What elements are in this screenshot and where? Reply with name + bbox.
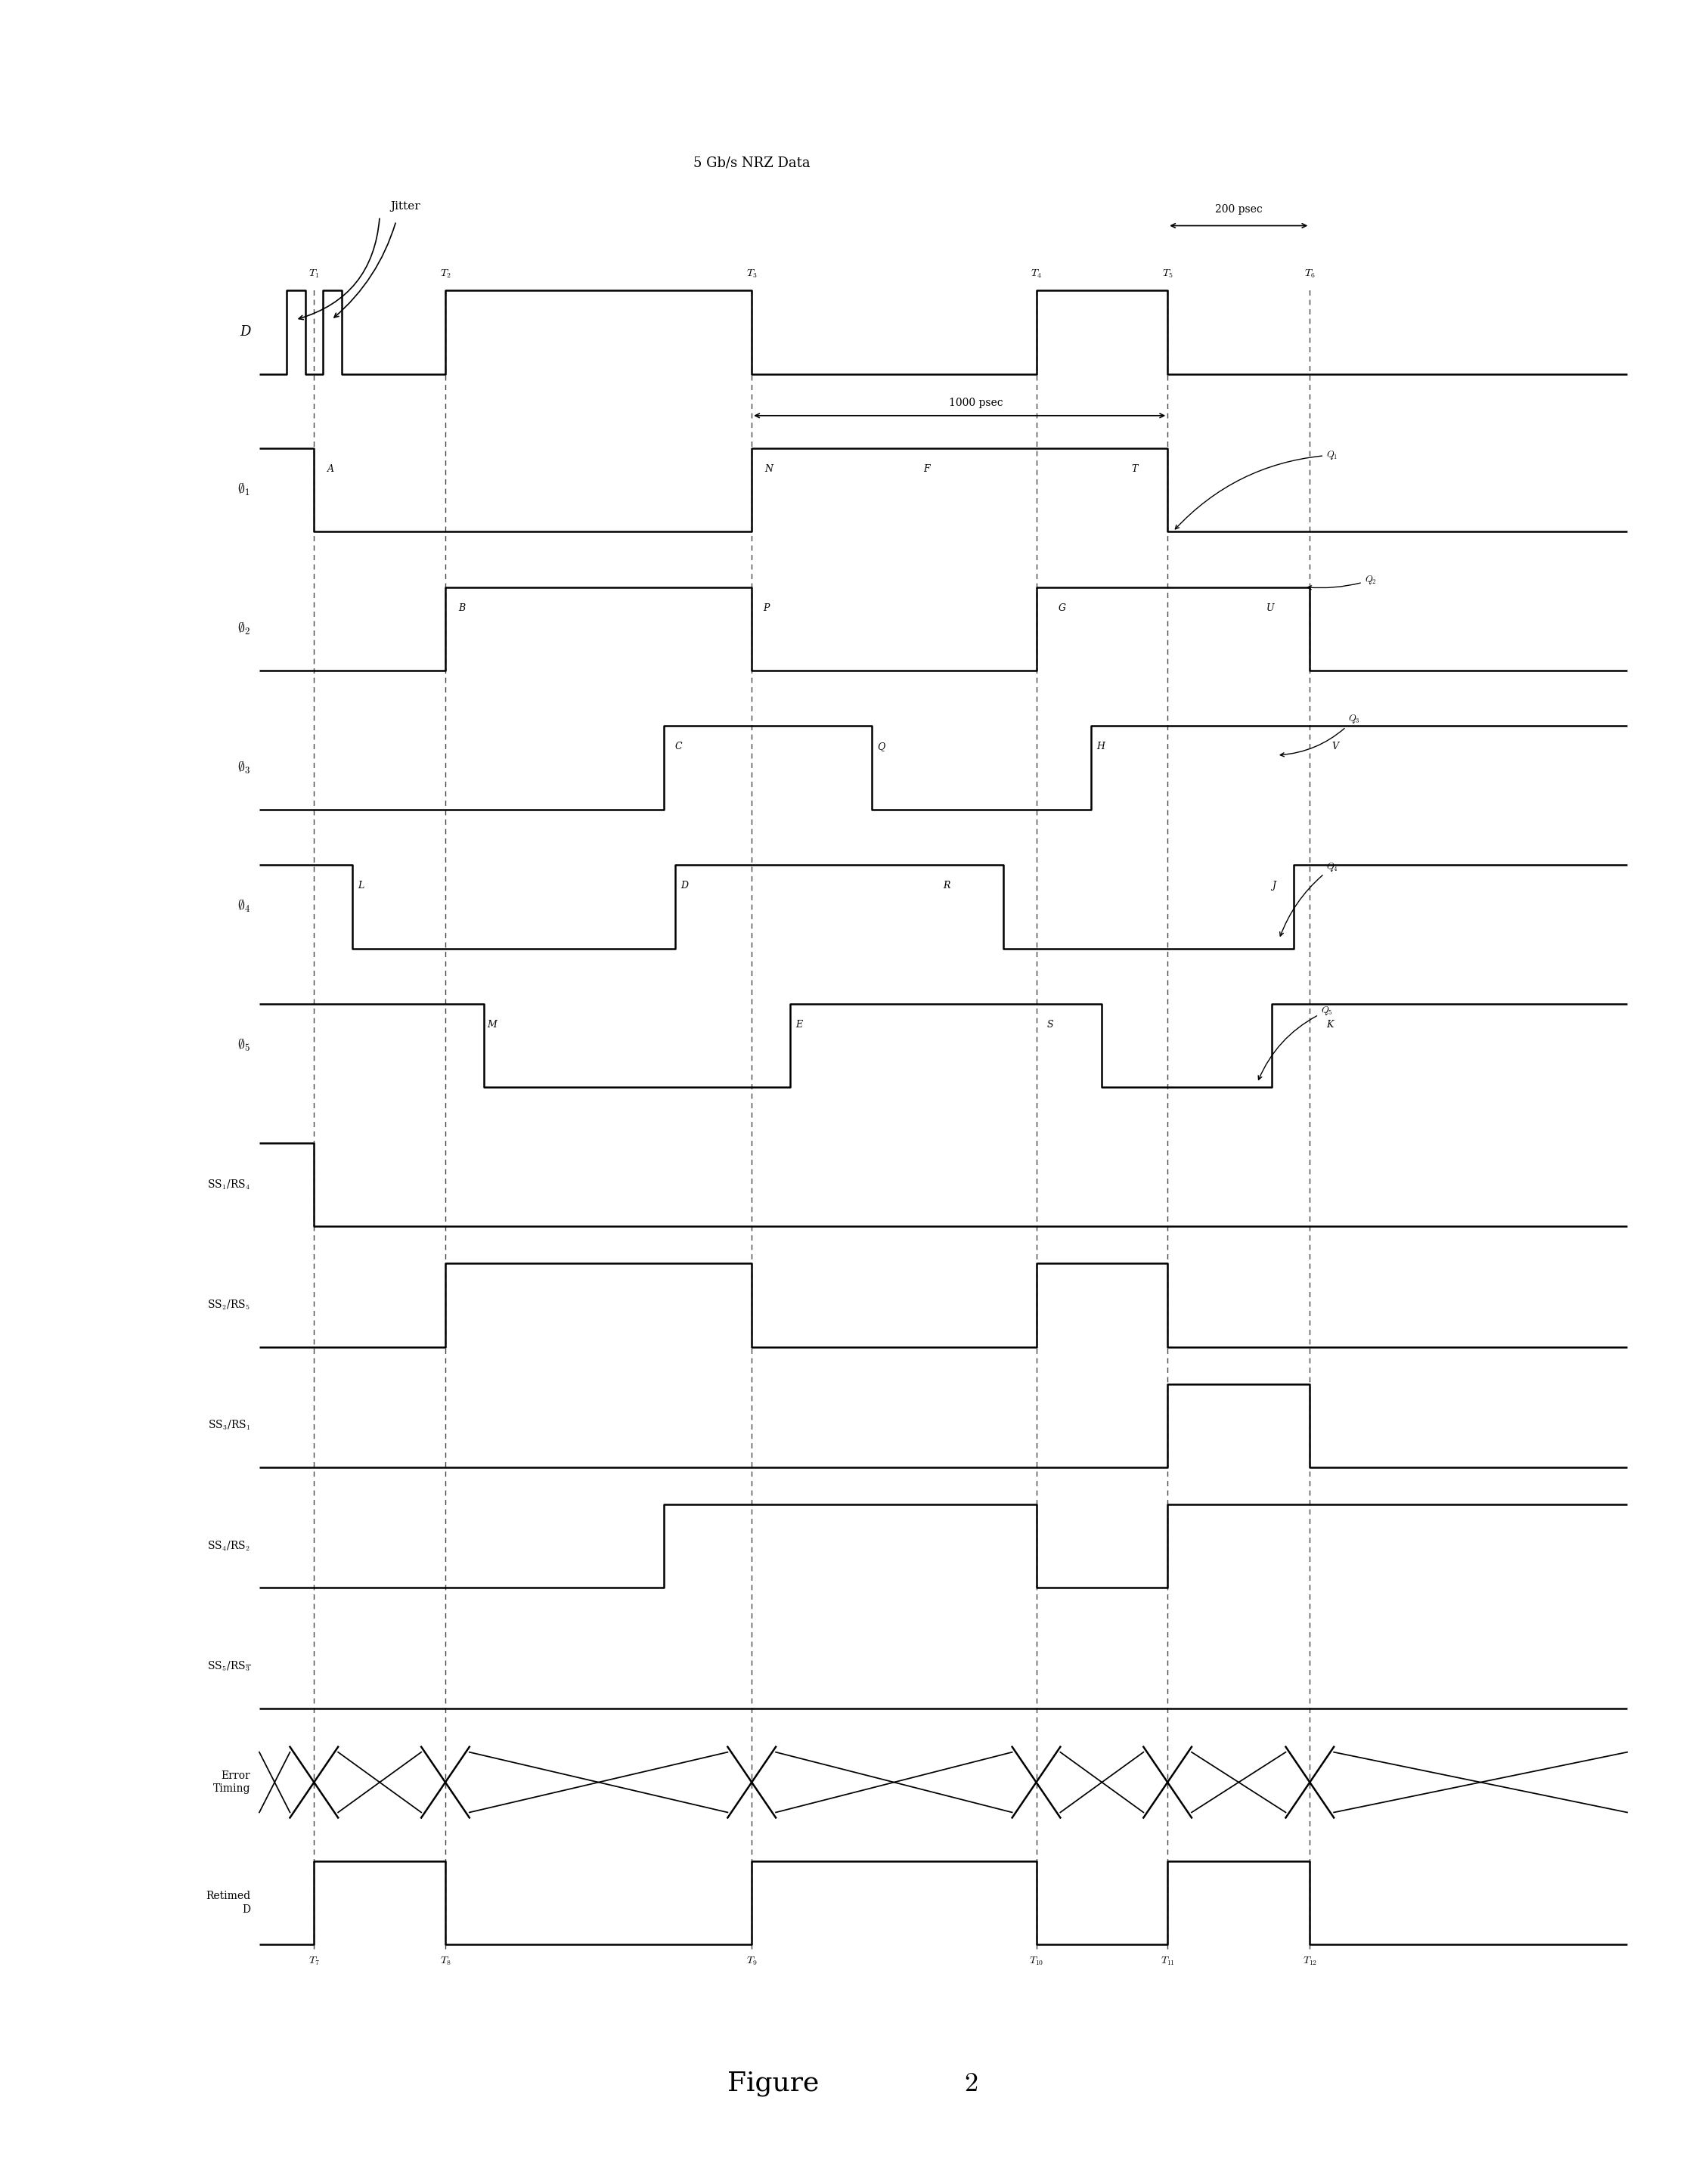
Text: U: U — [1267, 603, 1274, 614]
Text: SS$_1$/RS$_4$: SS$_1$/RS$_4$ — [208, 1177, 251, 1190]
Text: Error
Timing: Error Timing — [213, 1771, 251, 1793]
Text: E: E — [796, 1020, 803, 1029]
Text: SS$_4$/RS$_2$: SS$_4$/RS$_2$ — [208, 1540, 251, 1553]
Text: J: J — [1272, 880, 1275, 891]
Text: Jitter: Jitter — [390, 201, 421, 212]
Text: H: H — [1096, 743, 1105, 751]
Text: $T_5$: $T_5$ — [1163, 269, 1173, 280]
Text: $T_7$: $T_7$ — [309, 1955, 319, 1968]
Text: V: V — [1332, 743, 1338, 751]
Text: 1000 psec: 1000 psec — [950, 397, 1003, 408]
Text: L: L — [358, 880, 365, 891]
Text: N: N — [766, 463, 772, 474]
Text: $Q_2$: $Q_2$ — [1308, 574, 1376, 590]
Text: D: D — [680, 880, 689, 891]
Text: Figure: Figure — [728, 2070, 820, 2097]
Text: $T_1$: $T_1$ — [309, 269, 319, 280]
Text: $\emptyset_2$: $\emptyset_2$ — [237, 620, 251, 636]
Text: $\emptyset_3$: $\emptyset_3$ — [237, 760, 251, 775]
Text: K: K — [1326, 1020, 1333, 1029]
Text: Retimed
D: Retimed D — [206, 1891, 251, 1915]
Text: $Q_5$: $Q_5$ — [1258, 1005, 1333, 1079]
Text: $T_3$: $T_3$ — [747, 269, 757, 280]
Text: $\emptyset_5$: $\emptyset_5$ — [237, 1037, 251, 1053]
Text: $T_{11}$: $T_{11}$ — [1161, 1955, 1175, 1968]
Text: $T_{10}$: $T_{10}$ — [1028, 1955, 1043, 1968]
Text: A: A — [327, 463, 334, 474]
Text: D: D — [240, 325, 251, 339]
Text: Q: Q — [878, 743, 885, 751]
Text: $2$: $2$ — [963, 2070, 977, 2097]
Text: P: P — [762, 603, 769, 614]
Text: $\emptyset_4$: $\emptyset_4$ — [237, 900, 251, 915]
Text: $T_8$: $T_8$ — [440, 1955, 450, 1968]
Text: 5 Gb/s NRZ Data: 5 Gb/s NRZ Data — [694, 157, 810, 170]
Text: 200 psec: 200 psec — [1216, 203, 1262, 214]
Text: S: S — [1047, 1020, 1054, 1029]
Text: R: R — [943, 880, 950, 891]
Text: SS$_2$/RS$_5$: SS$_2$/RS$_5$ — [208, 1299, 251, 1313]
Text: $T_2$: $T_2$ — [440, 269, 450, 280]
Text: T: T — [1132, 463, 1137, 474]
Text: $Q_4$: $Q_4$ — [1280, 860, 1338, 937]
Text: F: F — [924, 463, 929, 474]
Text: $\emptyset_1$: $\emptyset_1$ — [237, 483, 251, 498]
Text: B: B — [459, 603, 465, 614]
Text: $T_9$: $T_9$ — [747, 1955, 757, 1968]
Text: M: M — [488, 1020, 496, 1029]
Text: SS$_5$/RS$_{\overline{3}}$: SS$_5$/RS$_{\overline{3}}$ — [206, 1660, 251, 1673]
Text: SS$_3$/RS$_1$: SS$_3$/RS$_1$ — [208, 1420, 251, 1433]
Text: G: G — [1059, 603, 1066, 614]
Text: $T_{12}$: $T_{12}$ — [1303, 1955, 1316, 1968]
Text: $Q_3$: $Q_3$ — [1280, 712, 1361, 756]
Text: $T_6$: $T_6$ — [1304, 269, 1315, 280]
Text: $T_4$: $T_4$ — [1032, 269, 1042, 280]
Text: C: C — [675, 743, 682, 751]
Text: $Q_1$: $Q_1$ — [1175, 450, 1338, 529]
